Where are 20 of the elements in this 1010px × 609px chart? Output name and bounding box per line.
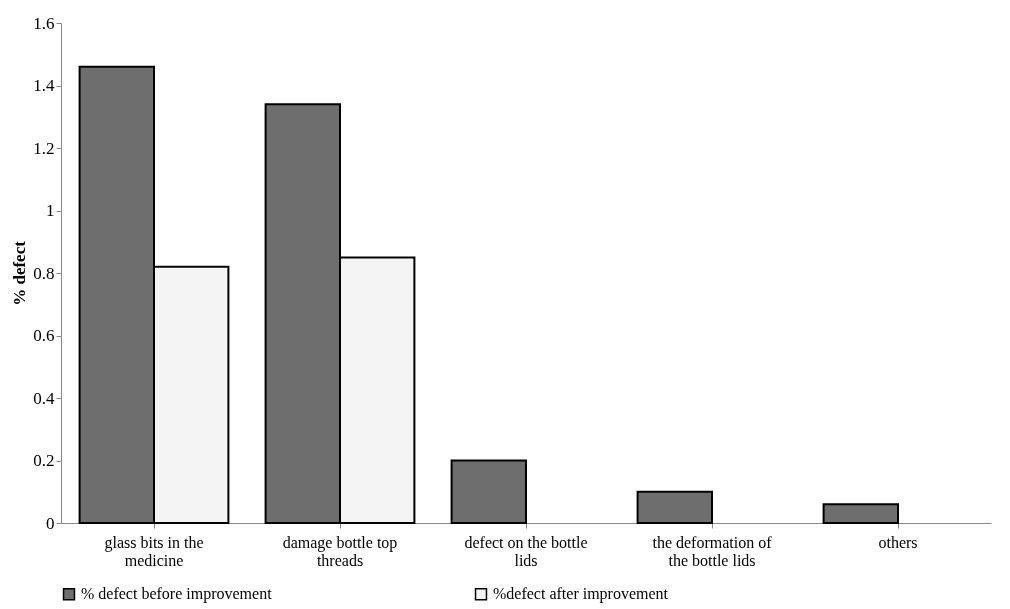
y-tick-label: 1 — [46, 201, 55, 220]
legend-label: % defect before improvement — [81, 585, 273, 604]
y-tick-label: 1.4 — [33, 76, 55, 95]
y-axis-title: % defect — [10, 240, 30, 306]
y-tick-label: 0 — [46, 513, 55, 533]
x-tick-label: damage bottle top threads — [282, 533, 398, 569]
legend-label: %defect after improvement — [493, 585, 669, 604]
y-tick-label: 0.6 — [33, 326, 55, 345]
bar — [450, 459, 527, 524]
y-tick-label: 0.8 — [33, 263, 55, 283]
x-tick-label: defect on the bottle lids — [464, 533, 588, 569]
bar — [822, 503, 899, 524]
bar — [636, 490, 713, 524]
x-tick-label: glass bits in the medicine — [104, 533, 204, 569]
x-tick-label: others — [878, 533, 918, 551]
y-tick-label: 1.6 — [33, 13, 55, 33]
x-tick-label: the deformation of the bottle lids — [652, 533, 773, 569]
y-tick-label: 0.2 — [33, 451, 55, 470]
y-tick-label: 0.4 — [33, 388, 55, 408]
y-tick-label: 1.2 — [33, 138, 55, 158]
